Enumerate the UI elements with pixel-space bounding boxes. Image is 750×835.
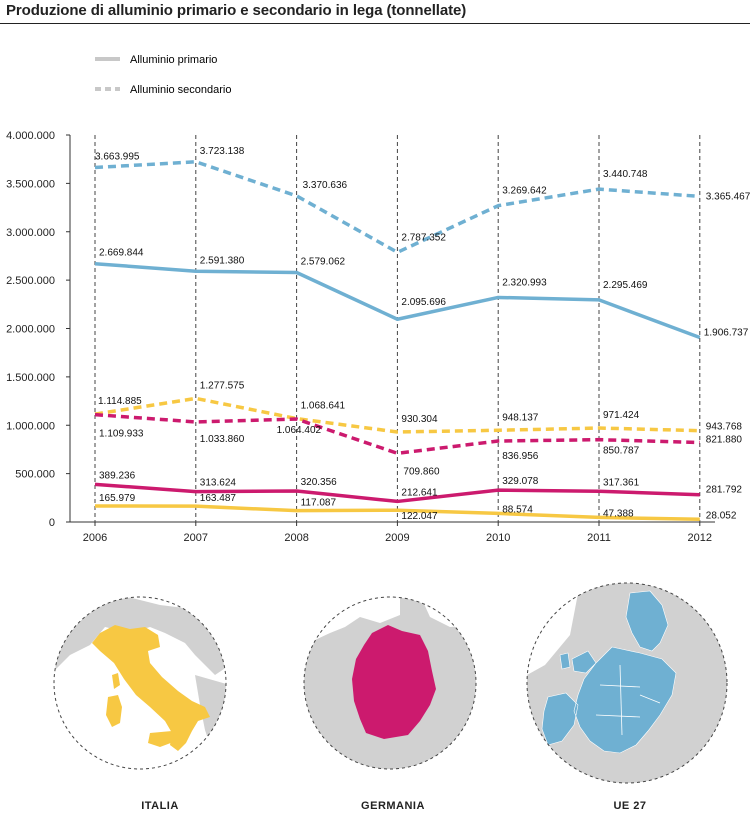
x-tick-label: 2009 — [385, 532, 409, 544]
x-tick-label: 2007 — [184, 532, 208, 544]
data-label: 3.663.995 — [95, 152, 140, 163]
x-tick-label: 2011 — [587, 532, 611, 544]
data-label: 3.269.642 — [502, 186, 547, 197]
germany-circle — [303, 596, 477, 770]
series-line-germania-secondario — [94, 412, 700, 456]
data-label: 930.304 — [401, 414, 438, 425]
eu-circle — [526, 582, 728, 784]
data-label: 329.078 — [502, 476, 539, 487]
series-line-italia-secondario — [94, 396, 700, 434]
data-label: 821.880 — [706, 434, 743, 445]
y-tick-label: 500.000 — [15, 469, 55, 481]
sicily-shape — [148, 731, 176, 747]
data-label: 2.669.844 — [99, 248, 144, 259]
data-label: 1.277.575 — [200, 380, 245, 391]
data-label: 709.860 — [403, 466, 440, 477]
data-label: 2.787.352 — [401, 232, 446, 243]
italy-map — [54, 597, 226, 760]
legend: Alluminio primario Alluminio secondario — [95, 54, 232, 96]
data-label: 2.579.062 — [301, 256, 346, 267]
data-label: 320.356 — [301, 477, 338, 488]
data-label: 948.137 — [502, 412, 539, 423]
italy-shape — [92, 625, 210, 751]
data-label: 212.641 — [401, 487, 438, 498]
series-line-ue-27-secondario — [94, 160, 700, 255]
data-label: 836.956 — [502, 451, 539, 462]
data-label: 1.906.737 — [704, 328, 749, 339]
data-label: 3.365.467 — [706, 191, 750, 202]
data-label: 971.424 — [603, 410, 640, 421]
italy-neighbors — [54, 597, 226, 685]
data-label: 3.723.138 — [200, 146, 245, 157]
data-label: 2.095.696 — [401, 297, 446, 308]
y-tick-label: 4.000.000 — [6, 130, 55, 142]
legend-label-primario: Alluminio primario — [130, 54, 217, 66]
data-label: 2.320.993 — [502, 277, 547, 288]
data-label: 47.388 — [603, 508, 634, 519]
y-tick-label: 1.000.000 — [6, 420, 55, 432]
title-rule — [0, 23, 750, 24]
data-label: 3.440.748 — [603, 169, 648, 180]
italy-circle — [53, 596, 227, 770]
series-line-ue-27-primario — [94, 261, 701, 340]
germany-map — [304, 597, 476, 769]
x-tick-label: 2012 — [688, 532, 712, 544]
maps — [53, 582, 728, 784]
data-label: 117.087 — [301, 498, 337, 509]
data-label: 2.295.469 — [603, 280, 648, 291]
map-label-germania: GERMANIA — [361, 800, 425, 812]
y-tick-label: 0 — [49, 517, 55, 529]
data-label: 28.052 — [706, 510, 737, 521]
map-label-italia: ITALIA — [141, 800, 179, 812]
data-label: 389.236 — [99, 470, 136, 481]
data-label: 1.109.933 — [99, 429, 144, 440]
series-line-germania-primario — [94, 482, 700, 504]
data-label: 1.068.641 — [301, 401, 346, 412]
data-label: 850.787 — [603, 446, 640, 457]
chart-title: Produzione di alluminio primario e secon… — [6, 2, 467, 19]
sardinia-shape — [106, 695, 122, 727]
data-label: 943.768 — [706, 422, 743, 433]
data-label: 1.033.860 — [200, 434, 245, 445]
data-label: 1.064.402 — [277, 425, 322, 436]
y-tick-label: 2.000.000 — [6, 324, 55, 336]
x-tick-label: 2006 — [83, 532, 107, 544]
y-tick-label: 3.000.000 — [6, 227, 55, 239]
x-tick-label: 2008 — [284, 532, 308, 544]
data-label: 122.047 — [401, 511, 438, 522]
data-label: 163.487 — [200, 493, 237, 504]
y-tick-label: 2.500.000 — [6, 275, 55, 287]
map-label-ue27: UE 27 — [613, 800, 647, 812]
data-label: 3.370.636 — [303, 180, 348, 191]
line-chart: Alluminio primario Alluminio secondario … — [6, 54, 750, 544]
data-label: 88.574 — [502, 504, 533, 515]
data-label: 281.792 — [706, 485, 743, 496]
y-tick-label: 3.500.000 — [6, 178, 55, 190]
y-tick-label: 1.500.000 — [6, 372, 55, 384]
data-label: 2.591.380 — [200, 255, 245, 266]
germany-shape — [352, 625, 436, 739]
series-line-italia-primario — [94, 504, 700, 522]
legend-label-secondario: Alluminio secondario — [130, 84, 232, 96]
corsica-shape — [112, 673, 120, 689]
data-label: 317.361 — [603, 477, 640, 488]
x-tick-label: 2010 — [486, 532, 510, 544]
data-label: 1.114.885 — [98, 396, 142, 407]
eu-shape — [541, 590, 677, 754]
eu-map — [527, 583, 727, 783]
data-label: 165.979 — [99, 493, 136, 504]
data-label: 313.624 — [200, 478, 237, 489]
